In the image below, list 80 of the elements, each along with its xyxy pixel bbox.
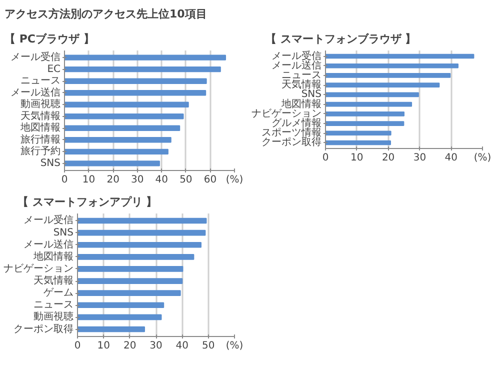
x-tick-label: (%) (226, 174, 244, 186)
y-tick-label: メール受信 (24, 214, 74, 226)
bar (326, 130, 392, 136)
bar (78, 302, 164, 308)
x-tick-label: 0 (61, 174, 68, 186)
y-tick-label: SNS (40, 158, 61, 169)
y-tick-label: メール受信 (272, 50, 322, 62)
x-tick-label: 30 (150, 340, 162, 352)
bar (64, 102, 189, 108)
chart-subtitle: 【 PCブラウザ 】 (4, 32, 94, 46)
bar (64, 160, 160, 166)
x-tick-label: 10 (82, 174, 96, 186)
x-tick-label: 30 (130, 174, 144, 186)
y-tick-label: 地図情報 (20, 122, 60, 134)
bar (326, 63, 459, 68)
y-tick-label: 旅行情報 (20, 133, 60, 146)
bar (326, 54, 474, 59)
x-tick-label: 10 (97, 340, 110, 352)
y-tick-label: 天気情報 (20, 110, 60, 122)
y-tick-label: メール送信 (24, 238, 74, 250)
bar (64, 125, 180, 131)
x-tick-label: 20 (123, 340, 136, 352)
x-tick-label: 50 (202, 340, 215, 352)
x-tick-label: 20 (382, 152, 395, 164)
y-tick-label: ニュース (34, 300, 74, 311)
x-tick-label: (%) (474, 152, 492, 164)
bar (78, 266, 184, 272)
bar (78, 230, 206, 236)
bar (326, 73, 451, 78)
bar (64, 78, 207, 84)
y-tick-label: メール送信 (272, 59, 322, 72)
bar (326, 111, 404, 116)
x-tick-label: 50 (180, 174, 192, 186)
y-tick-label: 旅行予約 (20, 145, 60, 158)
bar (64, 148, 168, 155)
y-tick-label: EC (47, 64, 61, 75)
y-tick-label: SNS (53, 227, 74, 238)
x-tick-label: 30 (413, 152, 426, 164)
y-tick-label: 動画視聴 (20, 98, 60, 110)
y-tick-label: クーポン取得 (14, 324, 74, 335)
bar (326, 92, 419, 98)
bar (78, 218, 207, 224)
x-tick-label: 60 (204, 174, 217, 186)
x-tick-label: (%) (226, 340, 244, 352)
y-tick-label: 地図情報 (32, 250, 74, 262)
bar (64, 54, 226, 60)
bar (64, 137, 172, 143)
x-tick-label: 0 (322, 152, 329, 164)
chart-title: 【 スマートフォンブラウザ 】 (266, 32, 416, 46)
bar (78, 254, 194, 260)
y-tick-label: ゲーム (44, 288, 74, 299)
x-tick-label: 40 (176, 340, 189, 352)
bar (326, 82, 440, 88)
bar (78, 314, 162, 320)
y-tick-label: クーポン取得 (262, 137, 322, 148)
bar (78, 278, 183, 284)
y-tick-label: ニュース (20, 76, 60, 87)
bar (326, 140, 391, 146)
bar (78, 290, 181, 296)
y-tick-label: 動画視聴 (34, 310, 74, 323)
y-tick-label: メール送信 (10, 86, 60, 98)
bar (64, 90, 206, 96)
chart-title: アクセス方法別のアクセス先上位10項目 (4, 8, 207, 20)
x-tick-label: 40 (444, 152, 458, 164)
y-tick-label: ナビゲーション (4, 263, 74, 274)
chart-title: 【 スマートフォンアプリ 】 (18, 196, 158, 208)
bar (326, 102, 412, 107)
y-tick-label: メール受信 (10, 51, 60, 64)
y-tick-label: 天気情報 (282, 78, 322, 91)
y-tick-label: 地図情報 (280, 98, 322, 110)
bar (326, 121, 404, 126)
x-tick-label: 0 (74, 340, 81, 352)
bar (78, 326, 145, 332)
x-tick-label: 10 (350, 152, 364, 164)
bar (78, 242, 202, 248)
bar (64, 114, 184, 120)
x-tick-label: 20 (106, 174, 120, 186)
x-tick-label: 40 (155, 174, 168, 186)
y-tick-label: 天気情報 (34, 274, 74, 287)
bar (64, 66, 221, 72)
